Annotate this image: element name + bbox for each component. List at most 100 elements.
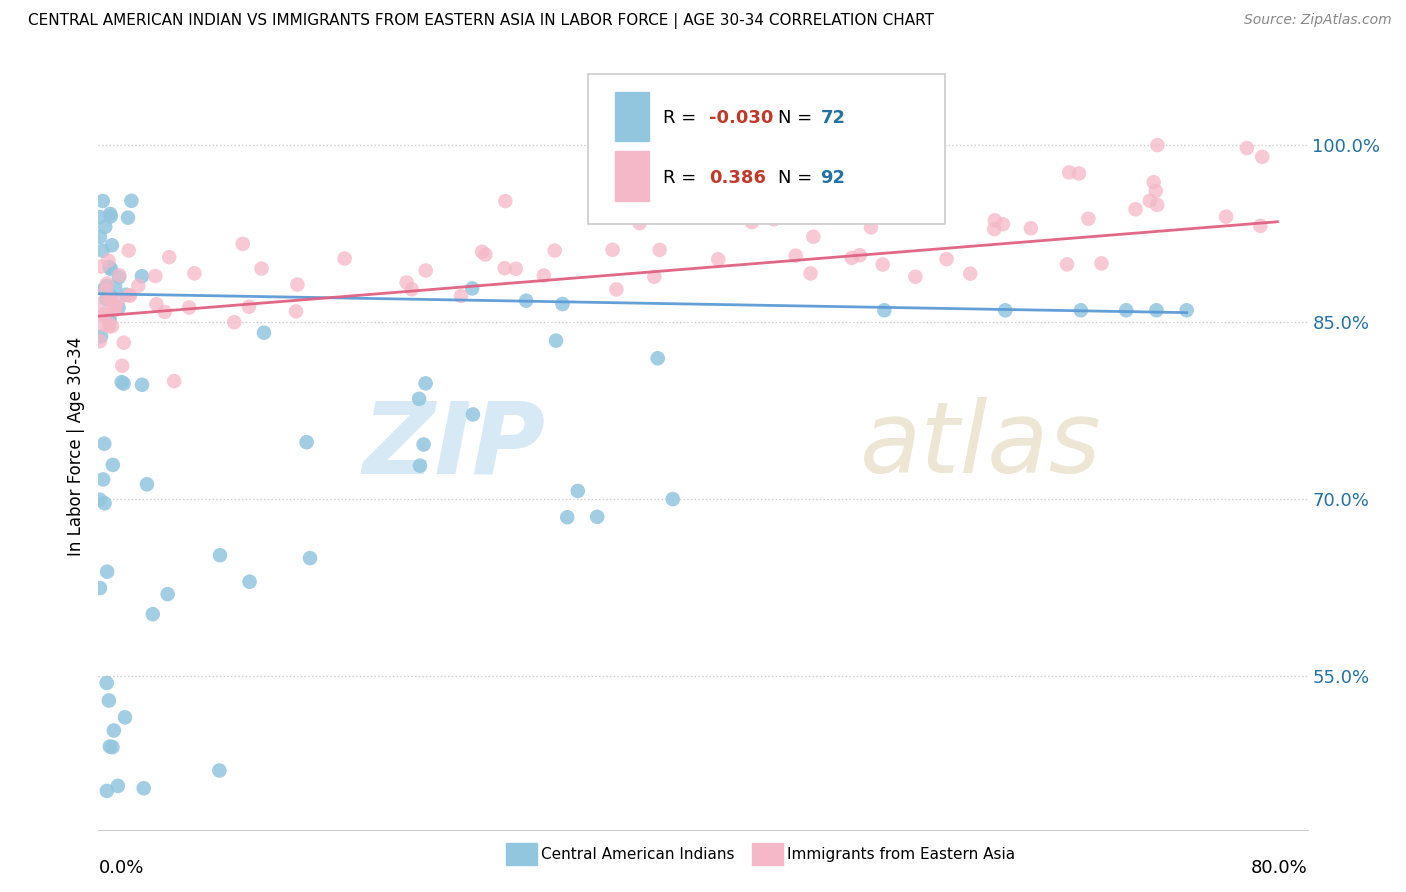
Point <box>1090 256 1112 270</box>
Text: 0.386: 0.386 <box>709 169 766 186</box>
Point <box>494 261 516 276</box>
Point <box>104 302 127 317</box>
Point <box>208 548 231 562</box>
Point <box>98 291 121 305</box>
Point <box>136 477 159 491</box>
Point <box>100 292 122 306</box>
Point <box>107 301 129 315</box>
Point <box>295 435 318 450</box>
Point <box>1144 184 1167 198</box>
Point <box>232 236 254 251</box>
Point <box>533 268 555 283</box>
Point <box>157 250 180 264</box>
Point <box>801 229 824 244</box>
Point <box>1019 221 1042 235</box>
Point <box>107 779 129 793</box>
Point <box>648 243 671 257</box>
Point <box>873 303 896 318</box>
Point <box>143 268 166 283</box>
Point <box>104 298 127 312</box>
Point <box>935 252 957 267</box>
Point <box>89 230 111 244</box>
Point <box>586 509 609 524</box>
Text: 72: 72 <box>820 110 845 128</box>
Point <box>108 270 131 285</box>
Point <box>93 496 115 510</box>
Point <box>505 261 527 276</box>
Point <box>859 220 882 235</box>
Point <box>1144 303 1167 318</box>
Point <box>100 262 122 277</box>
Point <box>238 300 260 314</box>
Text: N =: N = <box>778 110 818 128</box>
Point <box>1056 257 1078 271</box>
Point <box>111 375 134 389</box>
Point <box>93 436 115 450</box>
Point <box>208 764 231 778</box>
Point <box>156 587 179 601</box>
Point <box>90 260 112 274</box>
Point <box>127 278 149 293</box>
Point <box>461 281 484 295</box>
Point <box>1077 211 1099 226</box>
Point <box>177 301 200 315</box>
Point <box>91 296 114 310</box>
Point <box>741 215 763 229</box>
Point <box>395 276 418 290</box>
Point <box>153 305 176 319</box>
Point <box>239 574 262 589</box>
Point <box>111 359 134 373</box>
Point <box>97 693 120 707</box>
Point <box>91 194 114 208</box>
Point <box>1236 141 1258 155</box>
Point <box>100 210 122 224</box>
Text: 80.0%: 80.0% <box>1251 859 1308 877</box>
Point <box>114 710 136 724</box>
Point <box>408 392 430 406</box>
Point <box>991 217 1014 231</box>
Point <box>299 551 322 566</box>
Point <box>959 267 981 281</box>
Point <box>93 307 115 321</box>
Point <box>98 260 121 274</box>
Point <box>555 510 578 524</box>
Point <box>132 781 155 796</box>
Bar <box>614 151 648 201</box>
Point <box>415 263 437 277</box>
Point <box>1115 303 1137 318</box>
Point <box>1251 150 1274 164</box>
Point <box>94 219 117 234</box>
Point <box>450 289 472 303</box>
Point <box>804 205 827 219</box>
Point <box>163 374 186 388</box>
Text: atlas: atlas <box>860 398 1102 494</box>
Point <box>605 282 627 296</box>
Point <box>96 292 118 306</box>
Point <box>101 458 124 472</box>
Point <box>96 565 118 579</box>
Point <box>762 212 785 227</box>
Point <box>544 334 567 348</box>
Point <box>96 279 118 293</box>
Point <box>409 458 432 473</box>
Point <box>1143 175 1166 189</box>
Point <box>89 581 111 595</box>
Text: Immigrants from Eastern Asia: Immigrants from Eastern Asia <box>787 847 1015 862</box>
Point <box>90 329 112 343</box>
Point <box>785 249 807 263</box>
Point <box>1057 165 1080 179</box>
Point <box>98 207 121 221</box>
Text: N =: N = <box>778 169 818 186</box>
Point <box>994 303 1017 318</box>
Point <box>98 311 121 326</box>
Text: R =: R = <box>664 110 702 128</box>
FancyBboxPatch shape <box>588 74 945 224</box>
Point <box>100 289 122 303</box>
Point <box>117 211 139 225</box>
Point <box>96 277 118 291</box>
Text: 92: 92 <box>820 169 845 186</box>
Point <box>142 607 165 622</box>
Point <box>97 317 120 331</box>
Text: 0.0%: 0.0% <box>98 859 143 877</box>
Point <box>984 213 1007 227</box>
